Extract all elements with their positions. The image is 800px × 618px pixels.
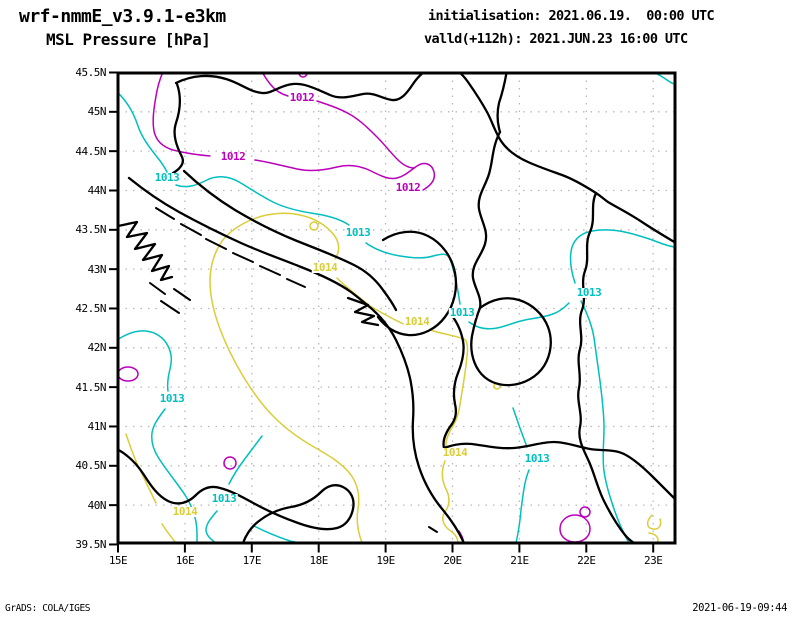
valid-time-line: valld(+112h): 2021.JUN.23 16:00 UTC (424, 31, 688, 47)
lon-axis-label: 18E (309, 553, 329, 567)
lat-axis-label: 42N (87, 341, 107, 355)
lat-axis-label: 39.5N (75, 537, 106, 551)
lat-axis-label: 40N (87, 498, 107, 512)
axis-tick-layer (109, 71, 655, 553)
grid-layer (118, 73, 675, 543)
contour-label-1013: 1013 (523, 452, 551, 465)
lon-axis-label: 16E (175, 553, 195, 567)
contour-label-1014: 1014 (171, 505, 199, 518)
contour-label-1014: 1014 (311, 261, 339, 274)
contour-label-1013: 1013 (158, 392, 186, 405)
contour-label-1013: 1013 (575, 286, 603, 299)
init-time-line: initialisation: 2021.06.19. 00:00 UTC (428, 8, 715, 24)
lon-axis-label: 21E (510, 553, 529, 567)
field-title: MSL Pressure [hPa] (46, 30, 211, 49)
lon-axis-label: 23E (644, 553, 663, 567)
contour-1013-layer (118, 73, 675, 543)
lat-axis-label: 44N (87, 183, 107, 197)
contour-label-1012: 1012 (219, 150, 247, 163)
lat-axis-label: 41N (87, 419, 107, 433)
lat-axis-label: 45N (87, 105, 107, 119)
lon-axis-label: 15E (108, 553, 128, 567)
contour-label-1013: 1013 (344, 226, 372, 239)
lon-axis-label: 17E (242, 553, 262, 567)
creation-timestamp: 2021-06-19-09:44 (692, 602, 787, 614)
contour-label-1014: 1014 (403, 315, 431, 328)
grads-credit: GrADS: COLA/IGES (5, 603, 91, 614)
contour-label-1012: 1012 (288, 91, 316, 104)
lat-axis-label: 44.5N (75, 144, 106, 158)
contour-label-1014: 1014 (441, 446, 469, 459)
lat-axis-label: 43N (87, 262, 107, 276)
map-frame (116, 71, 677, 545)
lat-axis-label: 42.5N (75, 301, 106, 315)
coastline-border-layer (118, 73, 675, 543)
model-title: wrf-nmmE_v3.9.1-e3km (19, 6, 226, 27)
lon-axis-label: 19E (376, 553, 395, 567)
lat-axis-label: 43.5N (75, 223, 106, 237)
lat-axis-label: 40.5N (75, 459, 106, 473)
contour-label-1013: 1013 (448, 306, 476, 319)
lat-axis-label: 41.5N (75, 380, 106, 394)
contour-label-1012: 1012 (394, 181, 422, 194)
contour-label-1013: 1013 (210, 492, 238, 505)
lon-axis-label: 20E (443, 553, 462, 567)
contour-1012-layer (118, 73, 591, 543)
lat-axis-label: 45.5N (75, 66, 106, 79)
contour-label-1013: 1013 (153, 171, 181, 184)
lon-axis-label: 22E (577, 553, 596, 567)
